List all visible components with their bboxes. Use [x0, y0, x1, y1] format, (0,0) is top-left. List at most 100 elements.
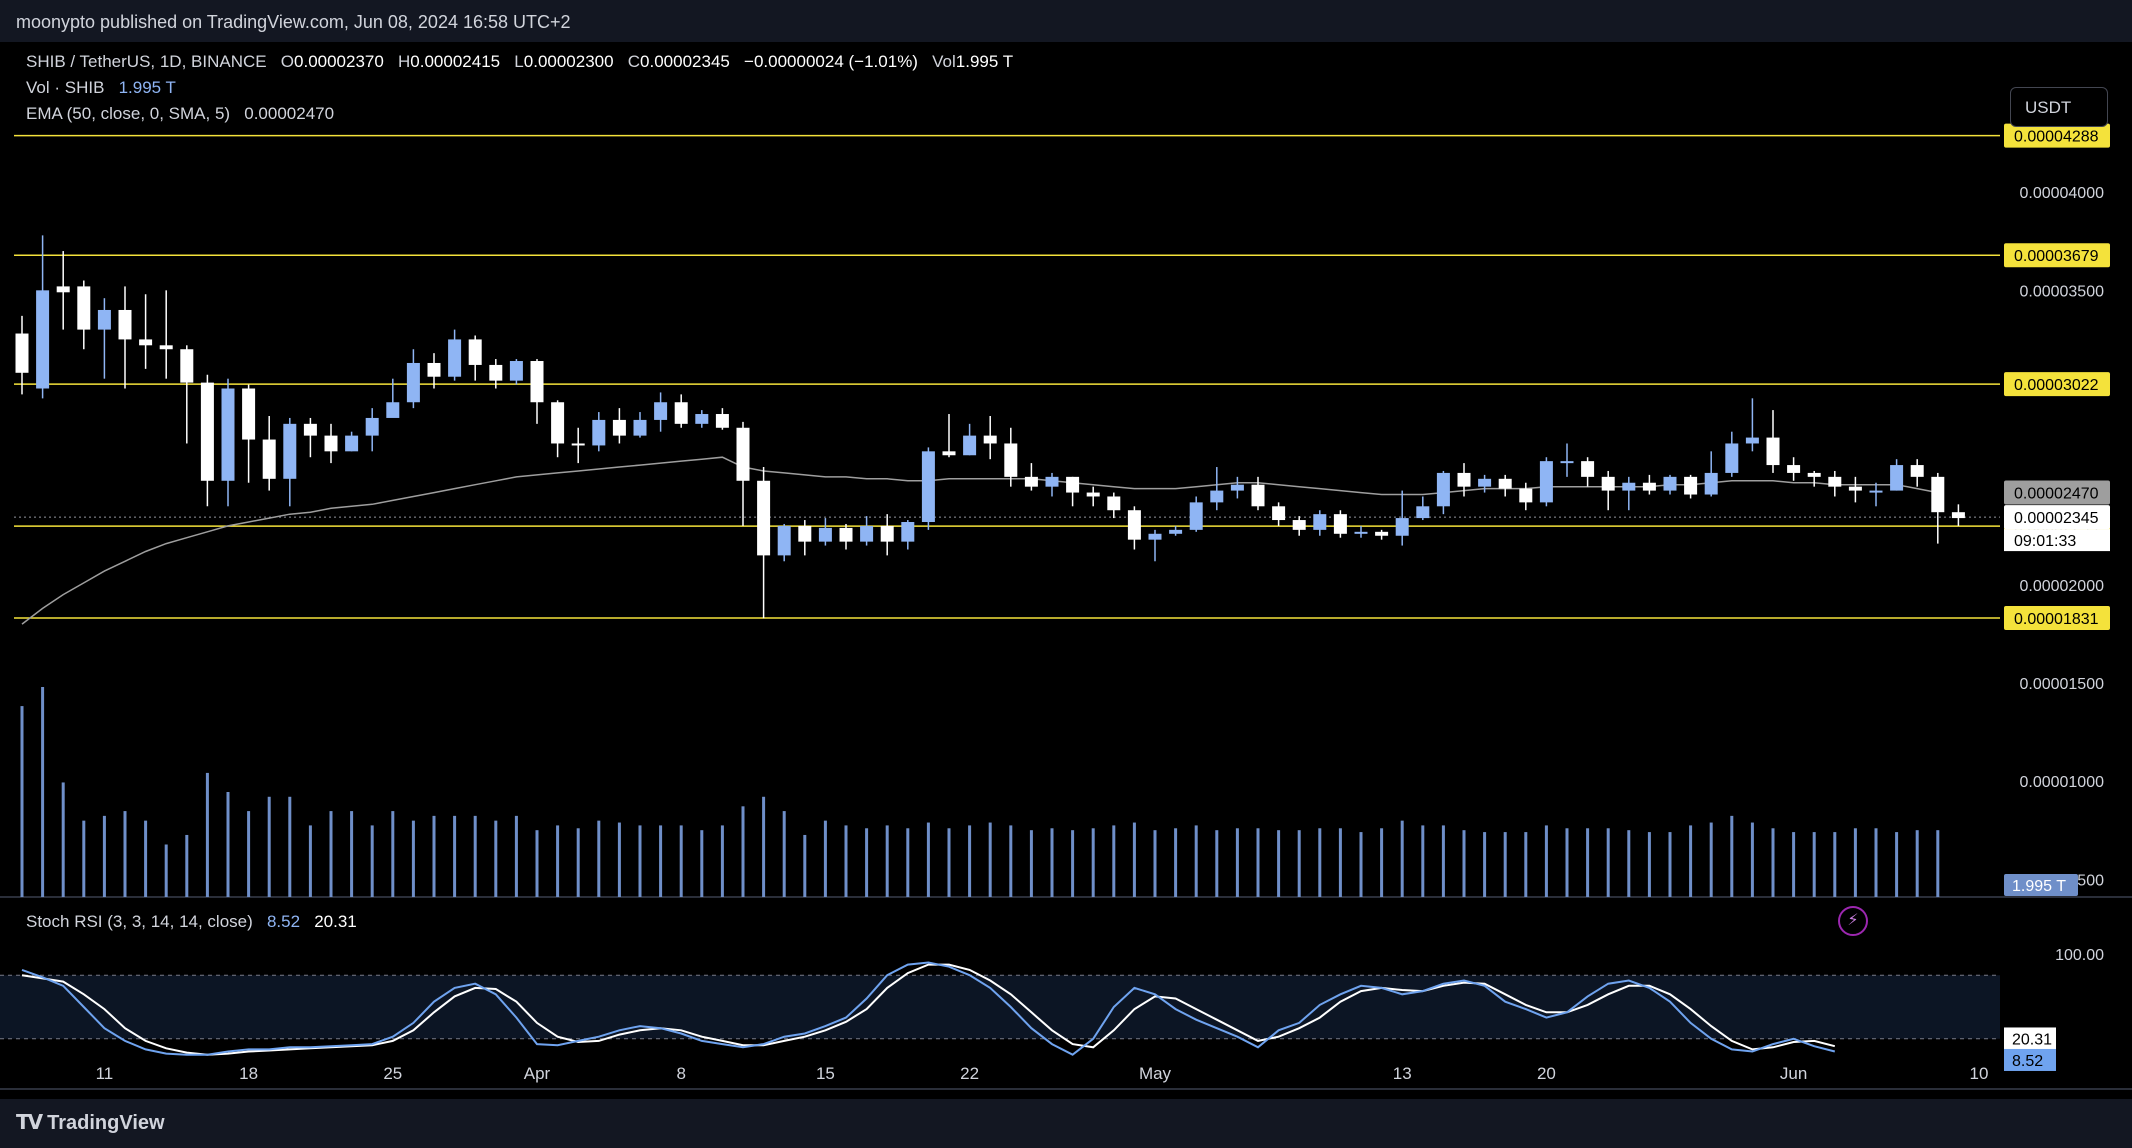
candle-body [303, 423, 317, 436]
volume-bar [308, 825, 312, 897]
volume-bar [1544, 825, 1548, 897]
volume-bar [1256, 828, 1260, 897]
candle-body [1560, 461, 1574, 464]
candle-body [1272, 506, 1286, 521]
level-price-label: 0.00003022 [2014, 377, 2099, 394]
volume-bar [885, 825, 889, 897]
candle [592, 412, 606, 452]
candle [448, 329, 462, 381]
ema-line [21, 456, 1938, 625]
candle-body [1478, 478, 1492, 487]
tradingview-logo[interactable]: 𝗧𝗩 TradingView [16, 1110, 165, 1135]
candle-body [901, 522, 915, 542]
chart-area[interactable]: 0.000045000.000040000.000035000.00002000… [0, 42, 2132, 1099]
volume-bar [1606, 828, 1610, 897]
candle-body [159, 345, 173, 350]
volume-bar [205, 772, 209, 897]
candle [654, 392, 668, 432]
volume-bar [1730, 815, 1734, 897]
candle [1828, 470, 1842, 497]
candle [1457, 463, 1471, 497]
volume-bar [823, 820, 827, 897]
candle-body [921, 451, 935, 523]
candle-body [654, 402, 668, 420]
candle [612, 408, 626, 444]
volume-bar [1050, 828, 1054, 897]
volume-bar [1647, 832, 1651, 897]
stoch-k-line [21, 961, 1836, 1056]
candle-body [1931, 476, 1945, 513]
candle-body [200, 382, 214, 481]
candle-body [56, 286, 70, 293]
volume-bar [1091, 828, 1095, 897]
candle-body [1601, 476, 1615, 491]
volume-legend: Vol · SHIB 1.995 T [26, 78, 176, 98]
symbol-name[interactable]: SHIB / TetherUS, 1D, BINANCE [26, 52, 267, 71]
candle-body [1024, 476, 1038, 487]
candle-body [1457, 472, 1471, 487]
volume-bar [1215, 830, 1219, 897]
volume-bar [1853, 828, 1857, 897]
candle-body [1498, 478, 1512, 489]
candle-body [1066, 476, 1080, 493]
candle [324, 423, 338, 464]
candle [139, 294, 153, 369]
volume-bar [1792, 832, 1796, 897]
time-tick-label: 8 [676, 1064, 685, 1083]
candle-body [1127, 510, 1141, 540]
candle-body [1354, 531, 1368, 534]
candle-body [1725, 443, 1739, 473]
candle [983, 415, 997, 460]
volume-bar [494, 820, 498, 897]
volume-bar [659, 825, 663, 897]
candle-body [1581, 461, 1595, 477]
candle [921, 447, 935, 530]
time-tick-label: 25 [383, 1064, 402, 1083]
volume-bar [1235, 828, 1239, 897]
candle-body [97, 309, 111, 330]
candle-body [36, 290, 50, 389]
candle-body [633, 419, 647, 436]
volume-bar [803, 834, 807, 897]
volume-indicator-name[interactable]: Vol · SHIB [26, 78, 105, 97]
candle [1251, 476, 1265, 511]
brand-name: TradingView [47, 1112, 165, 1134]
publish-info: moonypto published on TradingView.com, J… [16, 12, 571, 32]
candle-body [983, 435, 997, 444]
volume-bar [844, 825, 848, 897]
time-tick-label: 18 [239, 1064, 258, 1083]
lightning-icon[interactable]: ⚡ [1838, 906, 1868, 936]
ema-indicator-name[interactable]: EMA (50, close, 0, SMA, 5) [26, 104, 231, 123]
stoch-indicator-name[interactable]: Stoch RSI (3, 3, 14, 14, close) [26, 912, 253, 931]
volume-bar [1153, 830, 1157, 897]
ema-legend: EMA (50, close, 0, SMA, 5) 0.00002470 [26, 104, 334, 124]
candle-body [1642, 482, 1656, 491]
volume-bar [1318, 828, 1322, 897]
volume-bar [988, 822, 992, 897]
volume-bar [782, 811, 786, 897]
volume-bar [1586, 828, 1590, 897]
volume-bar [1421, 825, 1425, 897]
volume-bar [267, 796, 271, 897]
volume-bar [247, 811, 251, 897]
candle [1787, 457, 1801, 481]
candle-body [1828, 476, 1842, 487]
price-tick-label: 0.00002000 [2019, 578, 2104, 595]
candle [1539, 457, 1553, 507]
candle [200, 374, 214, 507]
candle [1292, 516, 1306, 536]
currency-button[interactable]: USDT [2010, 87, 2108, 127]
volume-bar [1503, 832, 1507, 897]
volume-bar [1915, 830, 1919, 897]
candle [159, 290, 173, 379]
candle-body [1684, 476, 1698, 495]
volume-value: 1.995 T [955, 52, 1014, 71]
volume-bar [1029, 830, 1033, 897]
chart-canvas[interactable]: 0.000045000.000040000.000035000.00002000… [0, 42, 2132, 1099]
candle-body [612, 419, 626, 436]
candle [1684, 474, 1698, 499]
footer: 𝗧𝗩 TradingView [0, 1100, 2132, 1148]
candle [1704, 451, 1718, 497]
price-tick-label: 0.00001000 [2019, 774, 2104, 791]
candle-body [1910, 465, 1924, 477]
